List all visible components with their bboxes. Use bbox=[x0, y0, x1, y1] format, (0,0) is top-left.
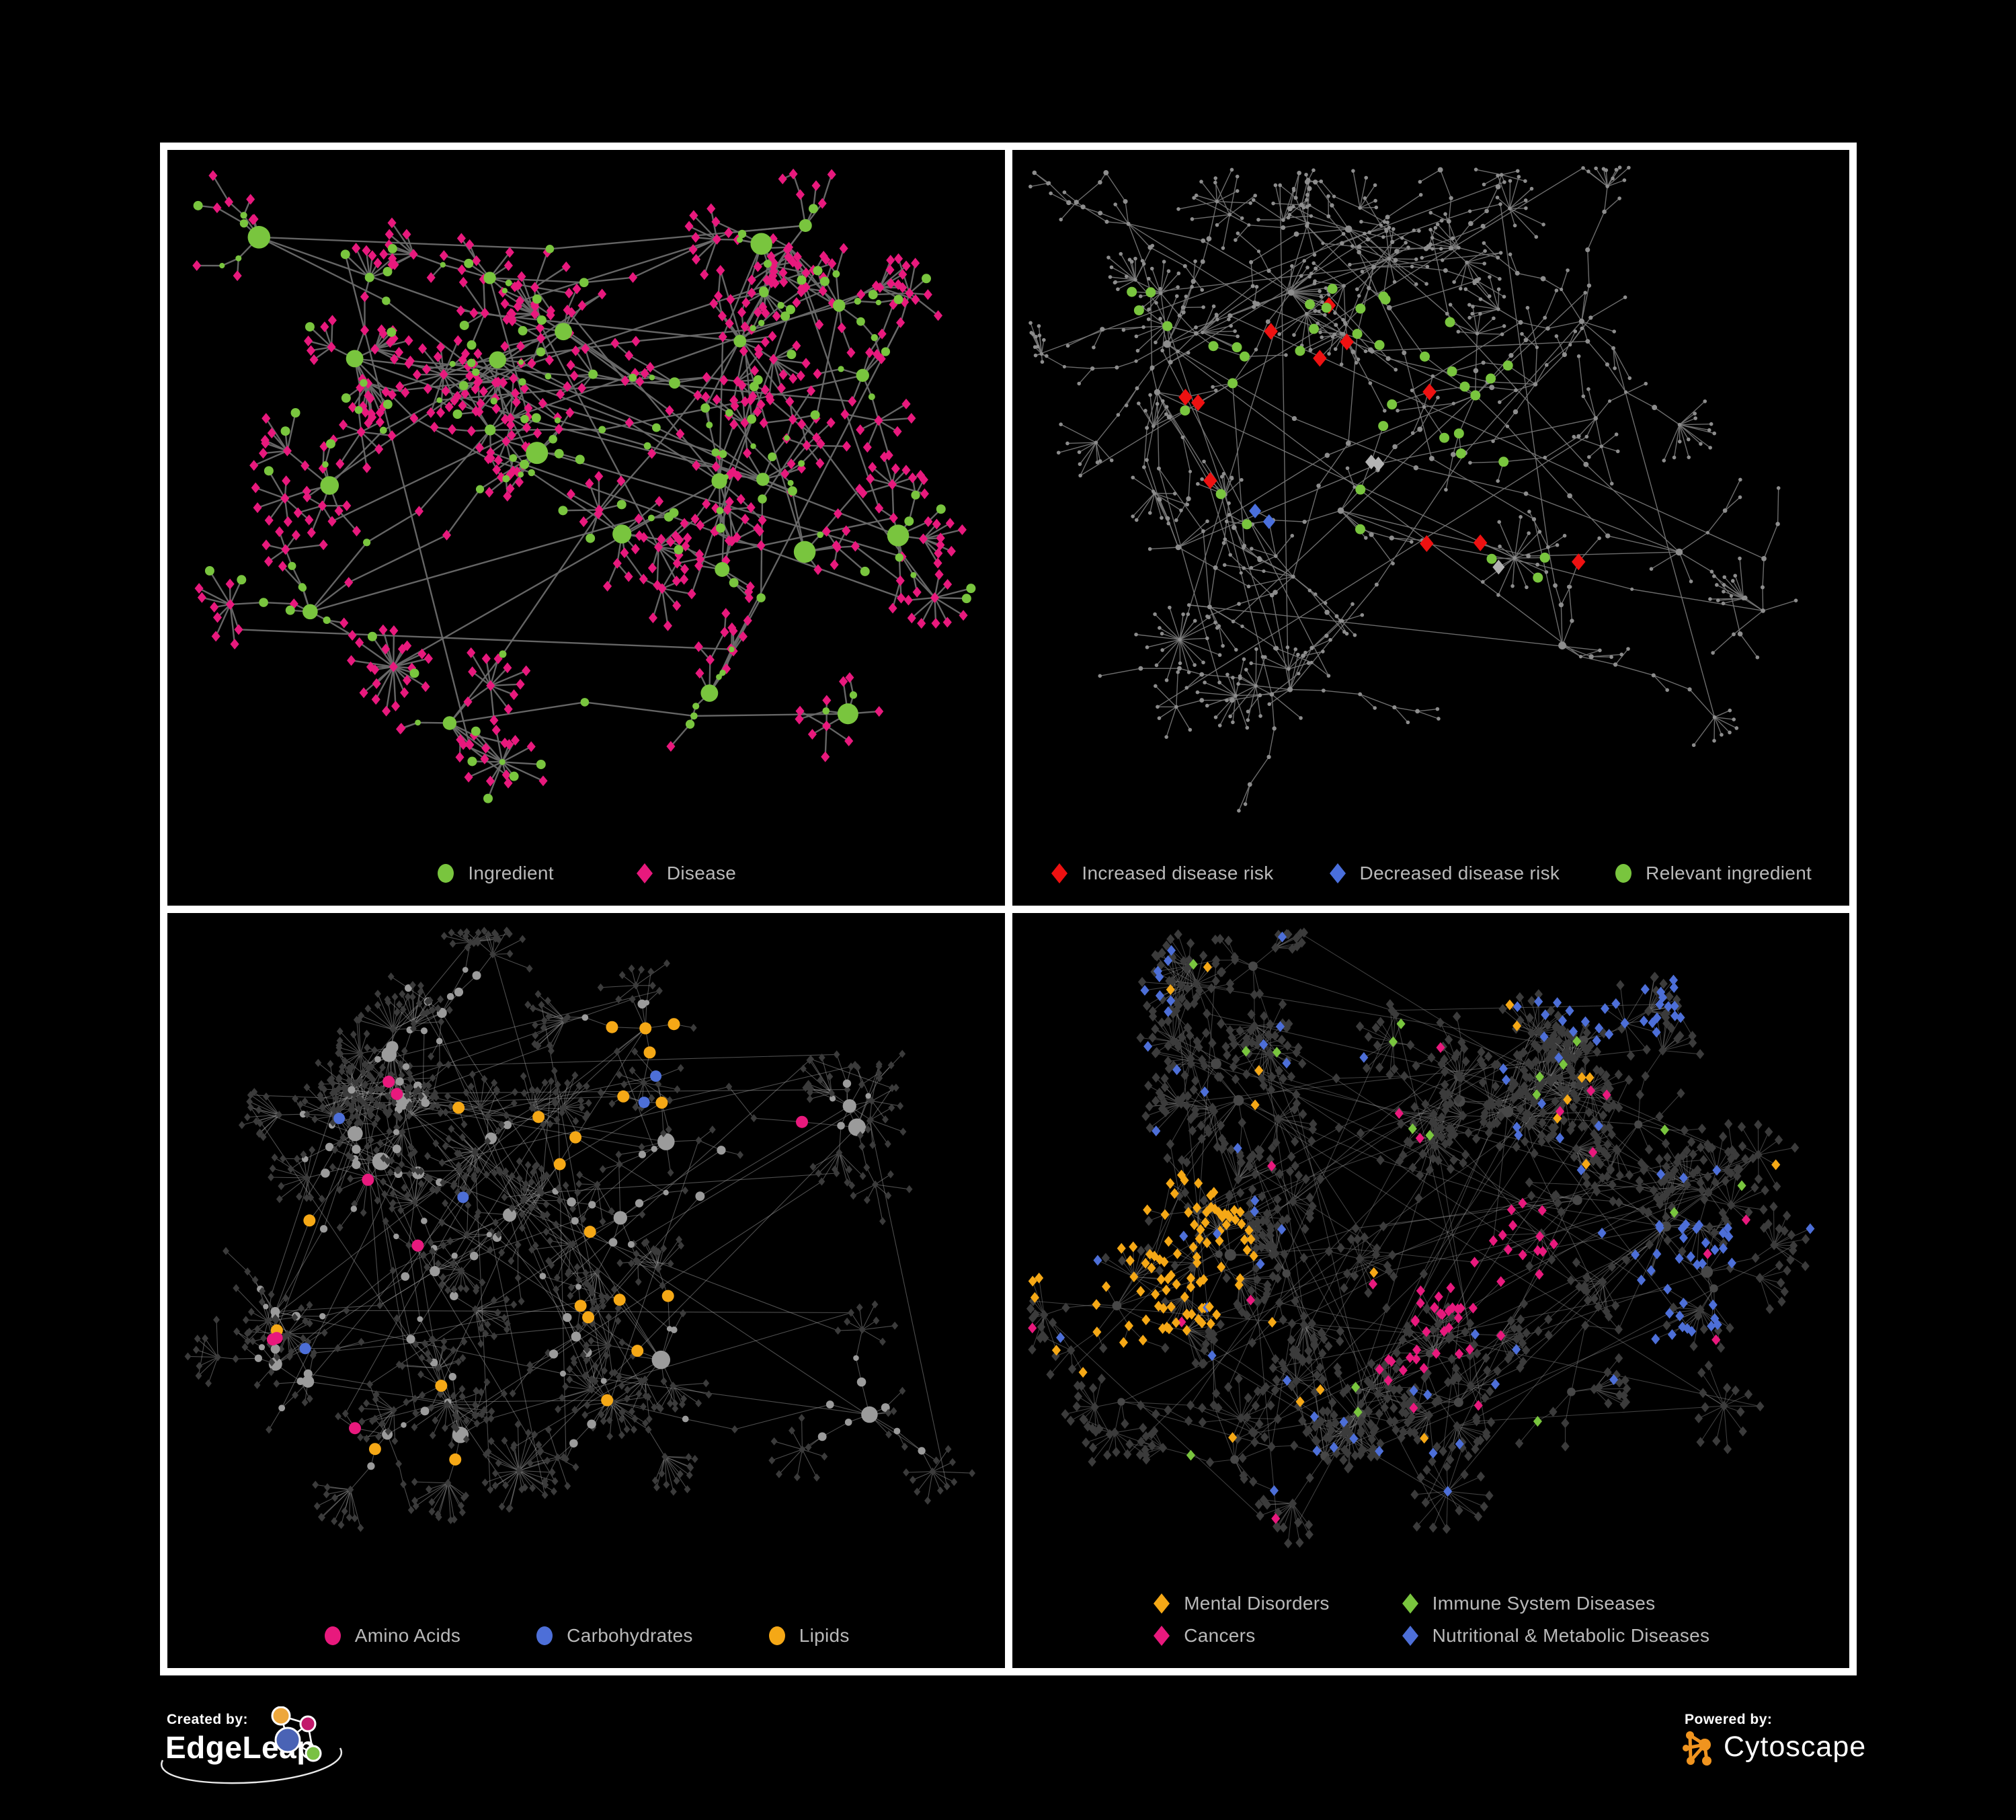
panel-ingredient-disease: Ingredient Disease bbox=[167, 150, 1005, 906]
legend-item-amino-acids: Amino Acids bbox=[323, 1625, 460, 1647]
legend-label: Ingredient bbox=[468, 862, 554, 883]
legend-label: Carbohydrates bbox=[567, 1625, 693, 1646]
cytoscape-logo-icon bbox=[1683, 1731, 1711, 1766]
circle-marker-icon bbox=[438, 863, 454, 883]
edgeleap-logo-icon bbox=[271, 1706, 322, 1762]
legend-label: Increased disease risk bbox=[1082, 862, 1274, 883]
powered-by-label: Powered by: bbox=[1685, 1712, 1773, 1727]
legend-label: Nutritional & Metabolic Diseases bbox=[1432, 1625, 1710, 1646]
legend-item-decreased-disease-risk: Decreased disease risk bbox=[1328, 863, 1560, 884]
diamond-marker-icon bbox=[1154, 1593, 1170, 1614]
created-by-label: Created by: bbox=[167, 1712, 249, 1727]
legend-label: Cancers bbox=[1184, 1625, 1256, 1646]
diamond-marker-icon bbox=[1402, 1626, 1418, 1646]
panel-disease-risk: Increased disease risk Decreased disease … bbox=[1012, 150, 1850, 906]
legend-label: Mental Disorders bbox=[1184, 1593, 1330, 1614]
legend-item-disease: Disease bbox=[635, 863, 736, 884]
panel-disease-classes: Mental Disorders Immune System Diseases Ca… bbox=[1012, 912, 1850, 1668]
legend-label: Decreased disease risk bbox=[1359, 862, 1560, 883]
diamond-marker-icon bbox=[636, 863, 653, 883]
network-disease-risk bbox=[1028, 165, 1798, 813]
legend-item-immune-system-diseases: Immune System Diseases bbox=[1400, 1593, 1710, 1614]
legend-label: Relevant ingredient bbox=[1646, 862, 1812, 883]
diamond-marker-icon bbox=[1154, 1626, 1170, 1646]
legend-item-increased-disease-risk: Increased disease risk bbox=[1049, 863, 1273, 884]
circle-marker-icon bbox=[324, 1626, 341, 1645]
cytoscape-brand: Powered by: Cytoscape bbox=[1682, 1708, 1910, 1795]
diamond-marker-icon bbox=[1402, 1593, 1418, 1614]
network-ingredient-disease bbox=[192, 168, 976, 803]
legend-item-carbohydrates: Carbohydrates bbox=[534, 1625, 693, 1647]
circle-marker-icon bbox=[536, 1626, 553, 1645]
legend-disease-risk: Increased disease risk Decreased disease … bbox=[1012, 863, 1850, 884]
network-nutrient-classes bbox=[184, 926, 975, 1532]
legend-item-lipids: Lipids bbox=[767, 1625, 850, 1647]
edgeleap-swoosh bbox=[161, 1747, 342, 1784]
circle-marker-icon bbox=[1615, 863, 1632, 883]
cytoscape-wordmark: Cytoscape bbox=[1724, 1731, 1867, 1763]
edgeleap-brand: Created by: EdgeLeap bbox=[161, 1706, 528, 1802]
legend-nutrient-classes: Amino Acids Carbohydrates Lipids bbox=[167, 1625, 1005, 1647]
legend-item-ingredient: Ingredient bbox=[436, 863, 554, 884]
legend-item-nutritional-metabolic-diseases: Nutritional & Metabolic Diseases bbox=[1400, 1625, 1710, 1647]
legend-label: Amino Acids bbox=[354, 1625, 461, 1646]
diamond-marker-icon bbox=[1051, 863, 1068, 883]
panel-nutrient-classes: Amino Acids Carbohydrates Lipids bbox=[167, 912, 1005, 1668]
legend-item-cancers: Cancers bbox=[1152, 1625, 1329, 1647]
legend-ingredient-disease: Ingredient Disease bbox=[167, 863, 1005, 884]
network-disease-classes bbox=[1026, 927, 1814, 1548]
legend-disease-classes: Mental Disorders Immune System Diseases Ca… bbox=[1012, 1593, 1850, 1647]
panel-grid: Ingredient Disease Increased disease risk… bbox=[160, 143, 1857, 1675]
circle-marker-icon bbox=[768, 1626, 785, 1645]
legend-item-mental-disorders: Mental Disorders bbox=[1152, 1593, 1329, 1614]
legend-item-relevant-ingredient: Relevant ingredient bbox=[1613, 863, 1812, 884]
legend-label: Immune System Diseases bbox=[1432, 1593, 1656, 1614]
legend-label: Lipids bbox=[799, 1625, 850, 1646]
legend-label: Disease bbox=[666, 862, 737, 883]
diamond-marker-icon bbox=[1329, 863, 1346, 883]
